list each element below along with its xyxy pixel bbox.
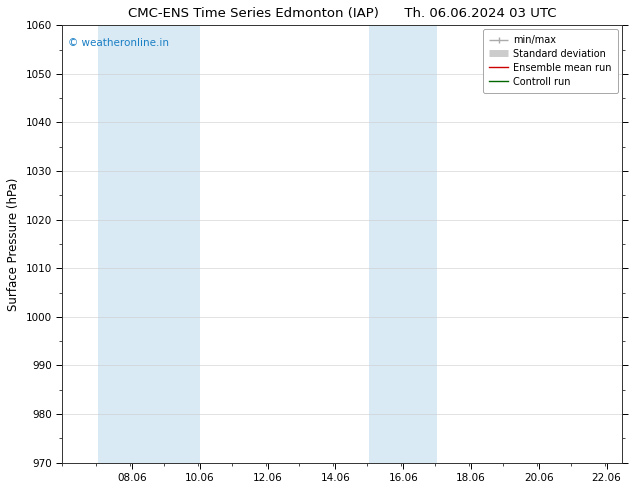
Text: © weatheronline.in: © weatheronline.in <box>68 38 169 49</box>
Y-axis label: Surface Pressure (hPa): Surface Pressure (hPa) <box>7 177 20 311</box>
Title: CMC-ENS Time Series Edmonton (IAP)      Th. 06.06.2024 03 UTC: CMC-ENS Time Series Edmonton (IAP) Th. 0… <box>127 7 556 20</box>
Bar <box>98 25 200 463</box>
Legend: min/max, Standard deviation, Ensemble mean run, Controll run: min/max, Standard deviation, Ensemble me… <box>483 29 618 93</box>
Bar <box>369 25 437 463</box>
